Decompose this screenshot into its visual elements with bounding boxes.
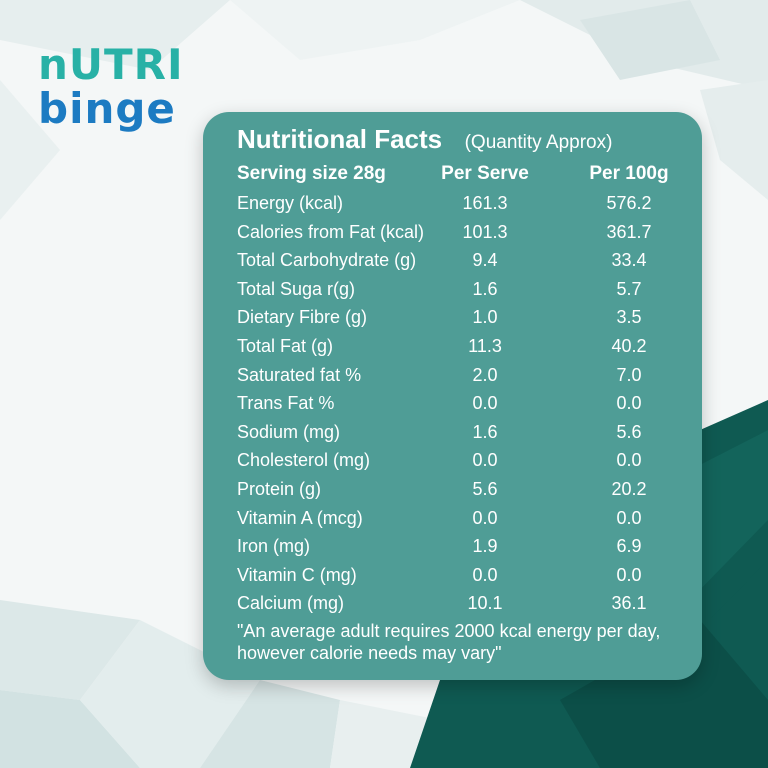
per-serve-value: 11.3 xyxy=(468,335,502,356)
nutrient-name: Calories from Fat (kcal) xyxy=(237,221,425,242)
nutrition-facts-panel: Nutritional Facts (Quantity Approx) Serv… xyxy=(203,112,702,680)
table-row: Calories from Fat (kcal) 101.3 361.7 xyxy=(203,220,702,249)
nutrient-name: Total Suga r(g) xyxy=(237,278,356,299)
nutrient-name: Dietary Fibre (g) xyxy=(237,307,368,328)
per-100g-value: 361.7 xyxy=(606,221,652,242)
nutrient-name: Calcium (mg) xyxy=(237,593,345,614)
per-serve-value: 2.0 xyxy=(472,364,498,385)
table-row: Protein (g) 5.6 20.2 xyxy=(203,477,702,506)
brand-logo-line2: binge xyxy=(38,84,176,133)
header-per-serve: Per Serve xyxy=(441,163,529,184)
per-100g-value: 0.0 xyxy=(616,393,642,414)
per-serve-value: 1.6 xyxy=(472,278,498,299)
per-serve-value: 1.6 xyxy=(472,421,498,442)
per-100g-value: 0.0 xyxy=(616,507,642,528)
header-serving-size: Serving size 28g xyxy=(237,163,386,184)
per-serve-value: 5.6 xyxy=(472,478,498,499)
per-100g-value: 0.0 xyxy=(616,450,642,471)
table-row: Total Carbohydrate (g) 9.4 33.4 xyxy=(203,248,702,277)
disclaimer-note: "An average adult requires 2000 kcal ene… xyxy=(237,621,661,663)
nutrition-table: Energy (kcal) 161.3 576.2 Calories from Fat… xyxy=(203,191,702,620)
per-serve-value: 161.3 xyxy=(462,193,508,213)
nutrient-name: Vitamin A (mcg) xyxy=(237,507,363,528)
table-row: Energy (kcal) 161.3 576.2 xyxy=(203,191,702,220)
table-row: Dietary Fibre (g) 1.0 3.5 xyxy=(203,305,702,334)
per-serve-value: 1.9 xyxy=(472,536,498,557)
per-100g-value: 6.9 xyxy=(616,536,642,557)
table-row: Trans Fat % 0.0 0.0 xyxy=(203,391,702,420)
table-row: Vitamin A (mcg) 0.0 0.0 xyxy=(203,506,702,535)
nutrient-name: Cholesterol (mg) xyxy=(237,450,371,471)
table-row: Vitamin C (mg) 0.0 0.0 xyxy=(203,563,702,592)
per-100g-value: 36.1 xyxy=(611,593,647,614)
brand-logo: nUTRI binge xyxy=(38,40,184,133)
per-serve-value: 10.1 xyxy=(467,593,503,614)
panel-subtitle: (Quantity Approx) xyxy=(464,132,613,153)
per-serve-value: 0.0 xyxy=(472,450,498,471)
nutrient-name: Trans Fat % xyxy=(237,393,335,414)
table-row: Saturated fat % 2.0 7.0 xyxy=(203,363,702,392)
nutrient-name: Energy (kcal) xyxy=(237,193,344,213)
per-100g-value: 20.2 xyxy=(611,478,647,499)
per-100g-value: 7.0 xyxy=(616,364,642,385)
per-100g-value: 33.4 xyxy=(611,250,647,271)
table-row: Cholesterol (mg) 0.0 0.0 xyxy=(203,448,702,477)
nutrient-name: Vitamin C (mg) xyxy=(237,564,357,585)
nutrient-name: Total Carbohydrate (g) xyxy=(237,250,417,271)
per-serve-value: 101.3 xyxy=(462,221,508,242)
per-serve-value: 0.0 xyxy=(472,564,498,585)
per-100g-value: 40.2 xyxy=(611,335,647,356)
per-serve-value: 1.0 xyxy=(472,307,498,328)
header-per-100g: Per 100g xyxy=(589,163,669,184)
table-row: Total Suga r(g) 1.6 5.7 xyxy=(203,277,702,306)
per-serve-value: 0.0 xyxy=(472,507,498,528)
nutrient-name: Total Fat (g) xyxy=(237,335,334,356)
panel-title: Nutritional Facts xyxy=(237,124,443,154)
nutrient-name: Sodium (mg) xyxy=(237,421,341,442)
nutrient-name: Saturated fat % xyxy=(237,364,362,385)
table-row: Sodium (mg) 1.6 5.6 xyxy=(203,420,702,449)
table-row: Calcium (mg) 10.1 36.1 xyxy=(203,591,702,620)
table-row: Iron (mg) 1.9 6.9 xyxy=(203,534,702,563)
panel-title-block: Nutritional Facts (Quantity Approx) xyxy=(237,124,612,155)
nutrient-name: Protein (g) xyxy=(237,478,322,499)
table-row: Total Fat (g) 11.3 40.2 xyxy=(203,334,702,363)
per-100g-value: 5.7 xyxy=(616,278,642,299)
brand-logo-line1: nUTRI xyxy=(38,40,184,89)
per-serve-value: 0.0 xyxy=(472,393,498,414)
per-100g-value: 3.5 xyxy=(616,307,642,328)
per-100g-value: 5.6 xyxy=(616,421,642,442)
per-serve-value: 9.4 xyxy=(472,250,498,271)
nutrient-name: Iron (mg) xyxy=(237,536,311,557)
per-100g-value: 0.0 xyxy=(616,564,642,585)
per-100g-value: 576.2 xyxy=(606,193,652,213)
